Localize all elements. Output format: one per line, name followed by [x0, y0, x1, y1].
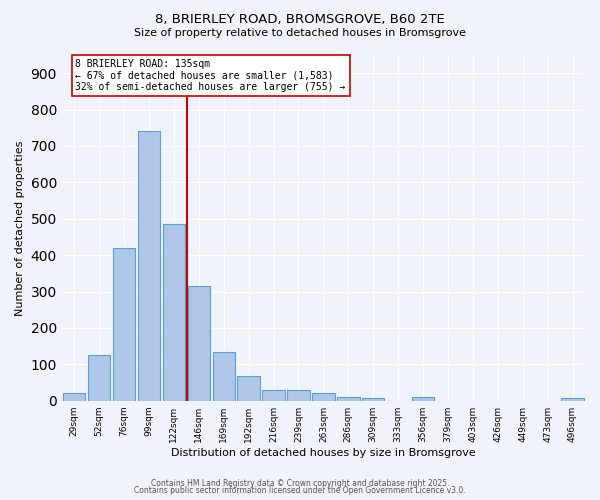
Bar — [562, 398, 584, 400]
Bar — [163, 224, 185, 400]
Bar — [238, 376, 260, 400]
Bar — [212, 352, 235, 401]
Bar — [312, 394, 335, 400]
Text: Contains HM Land Registry data © Crown copyright and database right 2025.: Contains HM Land Registry data © Crown c… — [151, 478, 449, 488]
X-axis label: Distribution of detached houses by size in Bromsgrove: Distribution of detached houses by size … — [171, 448, 476, 458]
Bar — [287, 390, 310, 400]
Bar — [337, 397, 359, 400]
Text: 8 BRIERLEY ROAD: 135sqm
← 67% of detached houses are smaller (1,583)
32% of semi: 8 BRIERLEY ROAD: 135sqm ← 67% of detache… — [76, 58, 346, 92]
Bar — [412, 397, 434, 400]
Bar — [113, 248, 135, 400]
Bar — [138, 132, 160, 400]
Bar — [188, 286, 210, 401]
Text: Contains public sector information licensed under the Open Government Licence v3: Contains public sector information licen… — [134, 486, 466, 495]
Bar — [88, 355, 110, 401]
Text: Size of property relative to detached houses in Bromsgrove: Size of property relative to detached ho… — [134, 28, 466, 38]
Y-axis label: Number of detached properties: Number of detached properties — [15, 140, 25, 316]
Bar — [362, 398, 385, 400]
Text: 8, BRIERLEY ROAD, BROMSGROVE, B60 2TE: 8, BRIERLEY ROAD, BROMSGROVE, B60 2TE — [155, 12, 445, 26]
Bar — [63, 394, 85, 400]
Bar — [262, 390, 285, 400]
